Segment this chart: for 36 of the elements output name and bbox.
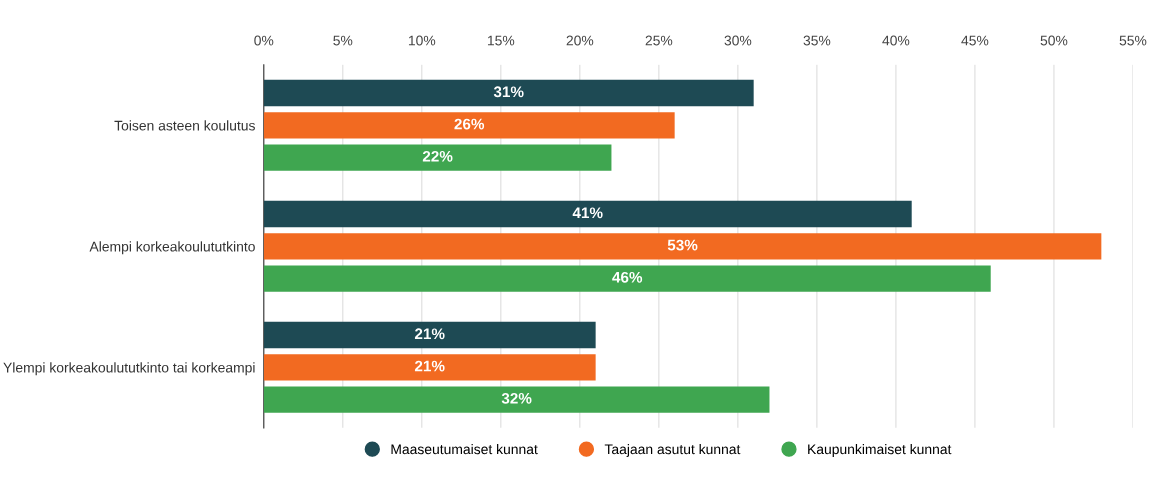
data-label: 41%	[572, 207, 603, 219]
x-tick-label: 25%	[645, 35, 673, 46]
y-tick-label: Alempi korkeakoulututkinto	[89, 241, 255, 255]
x-tick-label: 55%	[1119, 35, 1147, 46]
y-tick-label: Ylempi korkeakoulututkinto tai korkeampi	[3, 362, 255, 376]
data-label: 46%	[612, 271, 643, 283]
x-tick-label: 0%	[254, 35, 274, 46]
x-tick-label: 10%	[408, 35, 436, 46]
data-label: 26%	[454, 118, 485, 130]
legend-label: Maaseutumaiset kunnat	[391, 443, 538, 455]
bar	[263, 386, 770, 413]
data-label: 53%	[667, 239, 698, 251]
bar	[263, 265, 991, 292]
bar	[263, 233, 1102, 260]
data-label: 32%	[501, 392, 532, 404]
data-label: 22%	[422, 150, 453, 162]
legend-label: Kaupunkimaiset kunnat	[808, 443, 952, 457]
bar	[263, 112, 675, 139]
bar	[263, 144, 612, 171]
x-tick-label: 15%	[487, 35, 515, 46]
data-label: 21%	[414, 328, 445, 340]
x-tick-label: 35%	[803, 35, 831, 46]
x-tick-label: 40%	[882, 35, 910, 46]
bar	[263, 79, 754, 107]
y-tick-label: Toisen asteen koulutus	[114, 120, 255, 131]
legend-label: Taajaan asutut kunnat	[604, 443, 741, 457]
data-label: 21%	[414, 360, 445, 372]
data-label: 31%	[493, 86, 524, 98]
bar	[263, 321, 596, 349]
bar	[263, 354, 596, 381]
bar	[263, 200, 912, 228]
x-tick-label: 45%	[961, 35, 989, 46]
x-tick-label: 20%	[566, 35, 594, 46]
x-tick-label: 30%	[724, 35, 752, 46]
x-tick-label: 50%	[1040, 35, 1068, 46]
x-tick-label: 5%	[333, 35, 353, 46]
